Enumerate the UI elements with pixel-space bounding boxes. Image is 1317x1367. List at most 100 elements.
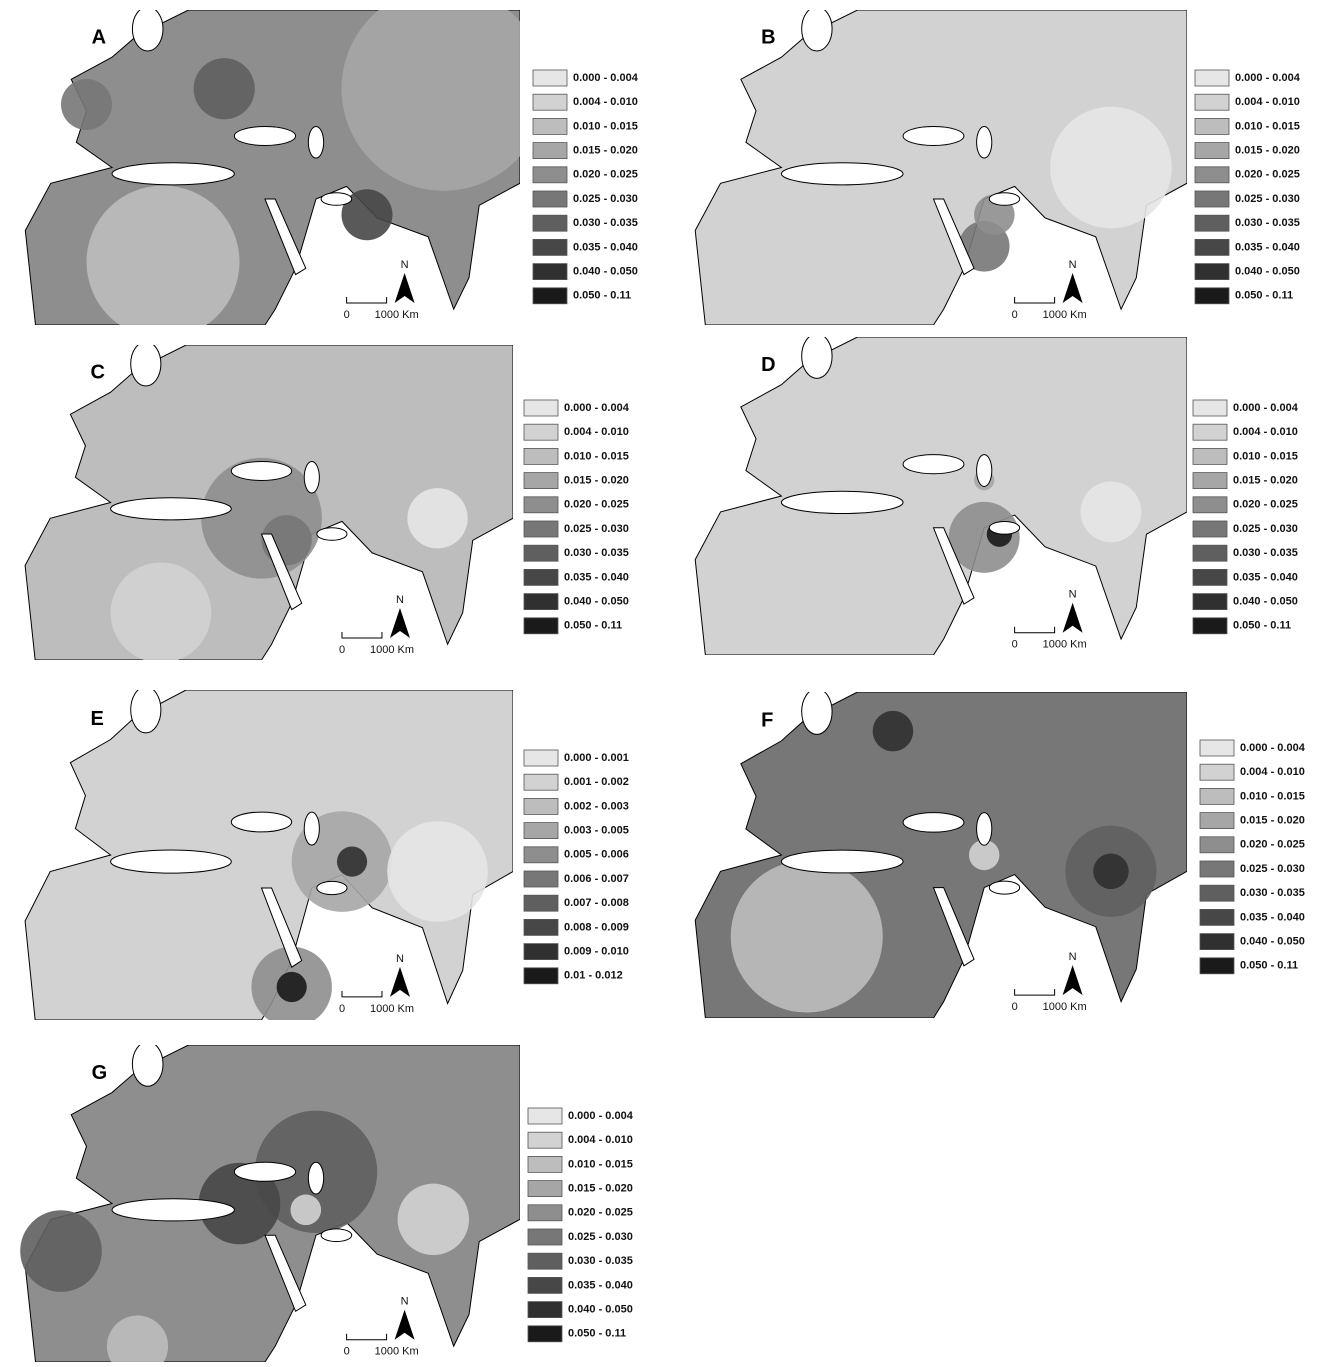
sea: [132, 1042, 163, 1086]
legend-label: 0.030 - 0.035: [1233, 547, 1298, 559]
sea: [231, 462, 291, 481]
sea: [112, 163, 234, 185]
legend-swatch: [524, 823, 558, 839]
north-arrow: [1063, 273, 1083, 303]
legend-label: 0.040 - 0.050: [1233, 596, 1298, 608]
legend-swatch: [524, 594, 558, 610]
legend-swatch: [1195, 264, 1229, 280]
scale-zero: 0: [1012, 1001, 1018, 1013]
legend-swatch: [528, 1181, 562, 1197]
map: [25, 342, 513, 663]
legend-swatch: [1200, 837, 1234, 853]
legend-label: 0.010 - 0.015: [573, 120, 638, 132]
legend-label: 0.020 - 0.025: [1240, 839, 1305, 851]
scale-distance: 1000 Km: [370, 644, 414, 656]
legend-label: 0.025 - 0.030: [564, 523, 629, 535]
legend-swatch: [1195, 70, 1229, 86]
scale-distance: 1000 Km: [375, 1346, 419, 1358]
legend-label: 0.035 - 0.040: [1235, 241, 1300, 253]
map: [695, 334, 1187, 655]
legend-swatch: [1200, 909, 1234, 925]
map: [695, 689, 1187, 1018]
map: [695, 7, 1187, 325]
legend-swatch: [533, 239, 567, 255]
sea: [317, 528, 347, 541]
legend-label: 0.010 - 0.015: [1240, 790, 1305, 802]
map-panel: G01000 KmN0.000 - 0.0040.004 - 0.0100.01…: [20, 1042, 634, 1362]
legend-swatch: [1200, 764, 1234, 780]
legend-swatch: [533, 264, 567, 280]
legend-swatch: [1200, 788, 1234, 804]
legend-label: 0.000 - 0.004: [573, 72, 639, 84]
north-label: N: [401, 259, 409, 271]
sea: [321, 193, 352, 206]
north-arrow: [1063, 603, 1083, 633]
north-label: N: [1069, 589, 1077, 601]
legend-swatch: [1193, 448, 1227, 464]
sea: [317, 881, 347, 894]
legend-swatch: [528, 1205, 562, 1221]
legend-label: 0.025 - 0.030: [1240, 863, 1305, 875]
legend-swatch: [1195, 239, 1229, 255]
legend-swatch: [528, 1108, 562, 1124]
legend-swatch: [1195, 167, 1229, 183]
legend-label: 0.030 - 0.035: [1240, 887, 1305, 899]
legend-swatch: [1193, 497, 1227, 513]
legend-label: 0.050 - 0.11: [564, 620, 622, 632]
legend-label: 0.01 - 0.012: [564, 970, 623, 982]
legend-swatch: [524, 919, 558, 935]
legend-label: 0.000 - 0.004: [1235, 72, 1301, 84]
scale-bar: [347, 297, 387, 303]
legend-label: 0.002 - 0.003: [564, 800, 629, 812]
sea: [231, 812, 291, 832]
legend-swatch: [1200, 958, 1234, 974]
legend-swatch: [1193, 473, 1227, 489]
legend-label: 0.025 - 0.030: [573, 193, 638, 205]
legend-swatch: [533, 94, 567, 110]
scale-bar: [1015, 297, 1055, 303]
legend-swatch: [524, 798, 558, 814]
legend-swatch: [1195, 94, 1229, 110]
shade-zone: [407, 488, 467, 548]
legend-swatch: [524, 968, 558, 984]
shade-zone: [1093, 854, 1128, 889]
legend-label: 0.000 - 0.004: [1240, 742, 1306, 754]
shade-zone: [398, 1184, 469, 1255]
legend-swatch: [1193, 400, 1227, 416]
sea: [131, 342, 161, 386]
legend-swatch: [528, 1326, 562, 1342]
map: [25, 0, 545, 339]
legend-swatch: [528, 1277, 562, 1293]
legend-label: 0.000 - 0.004: [1233, 402, 1299, 414]
legend-label: 0.020 - 0.025: [573, 169, 638, 181]
sea: [977, 455, 992, 487]
shade-zone: [873, 711, 914, 752]
legend-label: 0.020 - 0.025: [568, 1207, 633, 1219]
legend-label: 0.004 - 0.010: [1235, 96, 1300, 108]
shade-zone: [194, 58, 255, 119]
legend-label: 0.010 - 0.015: [1235, 120, 1300, 132]
panel-label: B: [761, 27, 775, 49]
shade-zone: [111, 562, 212, 663]
scale-bar: [342, 991, 382, 997]
legend-swatch: [528, 1253, 562, 1269]
map-panel: A01000 KmN0.000 - 0.0040.004 - 0.0100.01…: [25, 0, 638, 339]
legend-label: 0.035 - 0.040: [1233, 571, 1298, 583]
legend-label: 0.035 - 0.040: [564, 571, 629, 583]
legend-swatch: [1200, 813, 1234, 829]
legend-label: 0.003 - 0.005: [564, 825, 629, 837]
legend-label: 0.000 - 0.004: [564, 402, 630, 414]
legend-label: 0.030 - 0.035: [564, 547, 629, 559]
scale-distance: 1000 Km: [370, 1003, 414, 1015]
sea: [304, 462, 319, 494]
panel-label: F: [761, 710, 773, 732]
map: [25, 687, 513, 1028]
sea: [111, 498, 232, 520]
legend-swatch: [1200, 885, 1234, 901]
legend-swatch: [528, 1229, 562, 1245]
scale-distance: 1000 Km: [1043, 1001, 1087, 1013]
shade-zone: [87, 186, 240, 339]
legend-label: 0.000 - 0.001: [564, 752, 629, 764]
legend-label: 0.008 - 0.009: [564, 921, 629, 933]
scale-distance: 1000 Km: [1043, 639, 1087, 651]
